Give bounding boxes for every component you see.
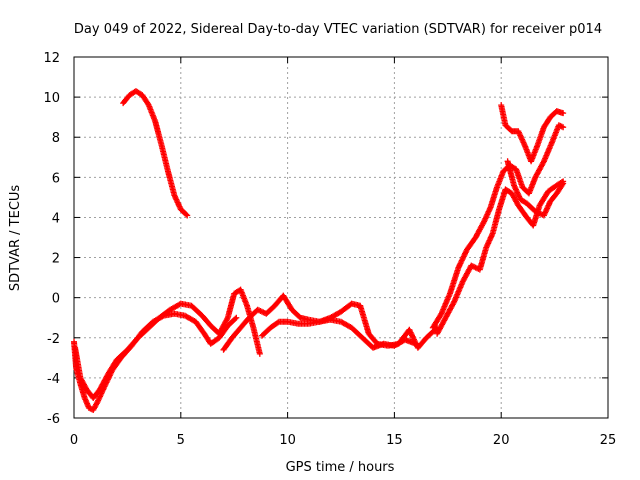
data-point xyxy=(560,110,567,117)
y-tick-label: 4 xyxy=(52,211,60,226)
data-point xyxy=(233,314,240,321)
series-segment-rise-d xyxy=(504,158,567,219)
series-segment-arc xyxy=(120,88,191,219)
series-segment-midday-lower xyxy=(258,316,419,351)
y-tick-label: 2 xyxy=(52,252,60,267)
x-tick-label: 15 xyxy=(386,433,403,448)
data-point xyxy=(183,211,190,218)
x-tick-labels: 0 5 10 15 20 25 xyxy=(70,433,616,448)
series-segment-rise-a xyxy=(429,122,567,331)
x-tick-label: 10 xyxy=(279,433,296,448)
data-point xyxy=(412,340,419,347)
y-tick-label: -6 xyxy=(47,412,60,427)
y-tick-label: 8 xyxy=(52,131,60,146)
chart-title: Day 049 of 2022, Sidereal Day-to-day VTE… xyxy=(74,22,602,37)
y-tick-label: -2 xyxy=(47,332,60,347)
x-tick-label: 25 xyxy=(600,433,617,448)
plot-frame xyxy=(73,56,609,419)
y-tick-label: 10 xyxy=(43,91,60,106)
y-tick-label: 0 xyxy=(52,292,60,307)
data-point xyxy=(540,159,547,166)
data-point xyxy=(256,350,263,357)
y-tick-label: -4 xyxy=(47,372,60,387)
y-tick-labels: -6 -4 -2 0 2 4 6 8 10 12 xyxy=(43,51,60,427)
data-point xyxy=(560,124,567,131)
series-segment-early-high xyxy=(72,286,263,401)
y-tick-label: 12 xyxy=(43,51,60,66)
data-point xyxy=(560,180,567,187)
data-series xyxy=(71,88,567,413)
series-segment-rise-c xyxy=(498,102,567,165)
data-point xyxy=(559,181,566,188)
series-segment-midday xyxy=(220,292,441,353)
x-tick-label: 0 xyxy=(70,433,78,448)
data-point xyxy=(450,300,457,307)
data-point xyxy=(184,212,191,219)
data-point xyxy=(232,315,239,322)
x-tick-label: 20 xyxy=(493,433,510,448)
x-axis-label: GPS time / hours xyxy=(286,460,395,475)
y-tick-label: 6 xyxy=(52,171,60,186)
grid xyxy=(74,57,608,418)
axis-ticks xyxy=(73,56,609,419)
x-tick-label: 5 xyxy=(177,433,185,448)
y-axis-label: SDTVAR / TECUs xyxy=(8,185,23,292)
data-point xyxy=(224,316,231,323)
series-segment-rise-b xyxy=(434,178,567,337)
